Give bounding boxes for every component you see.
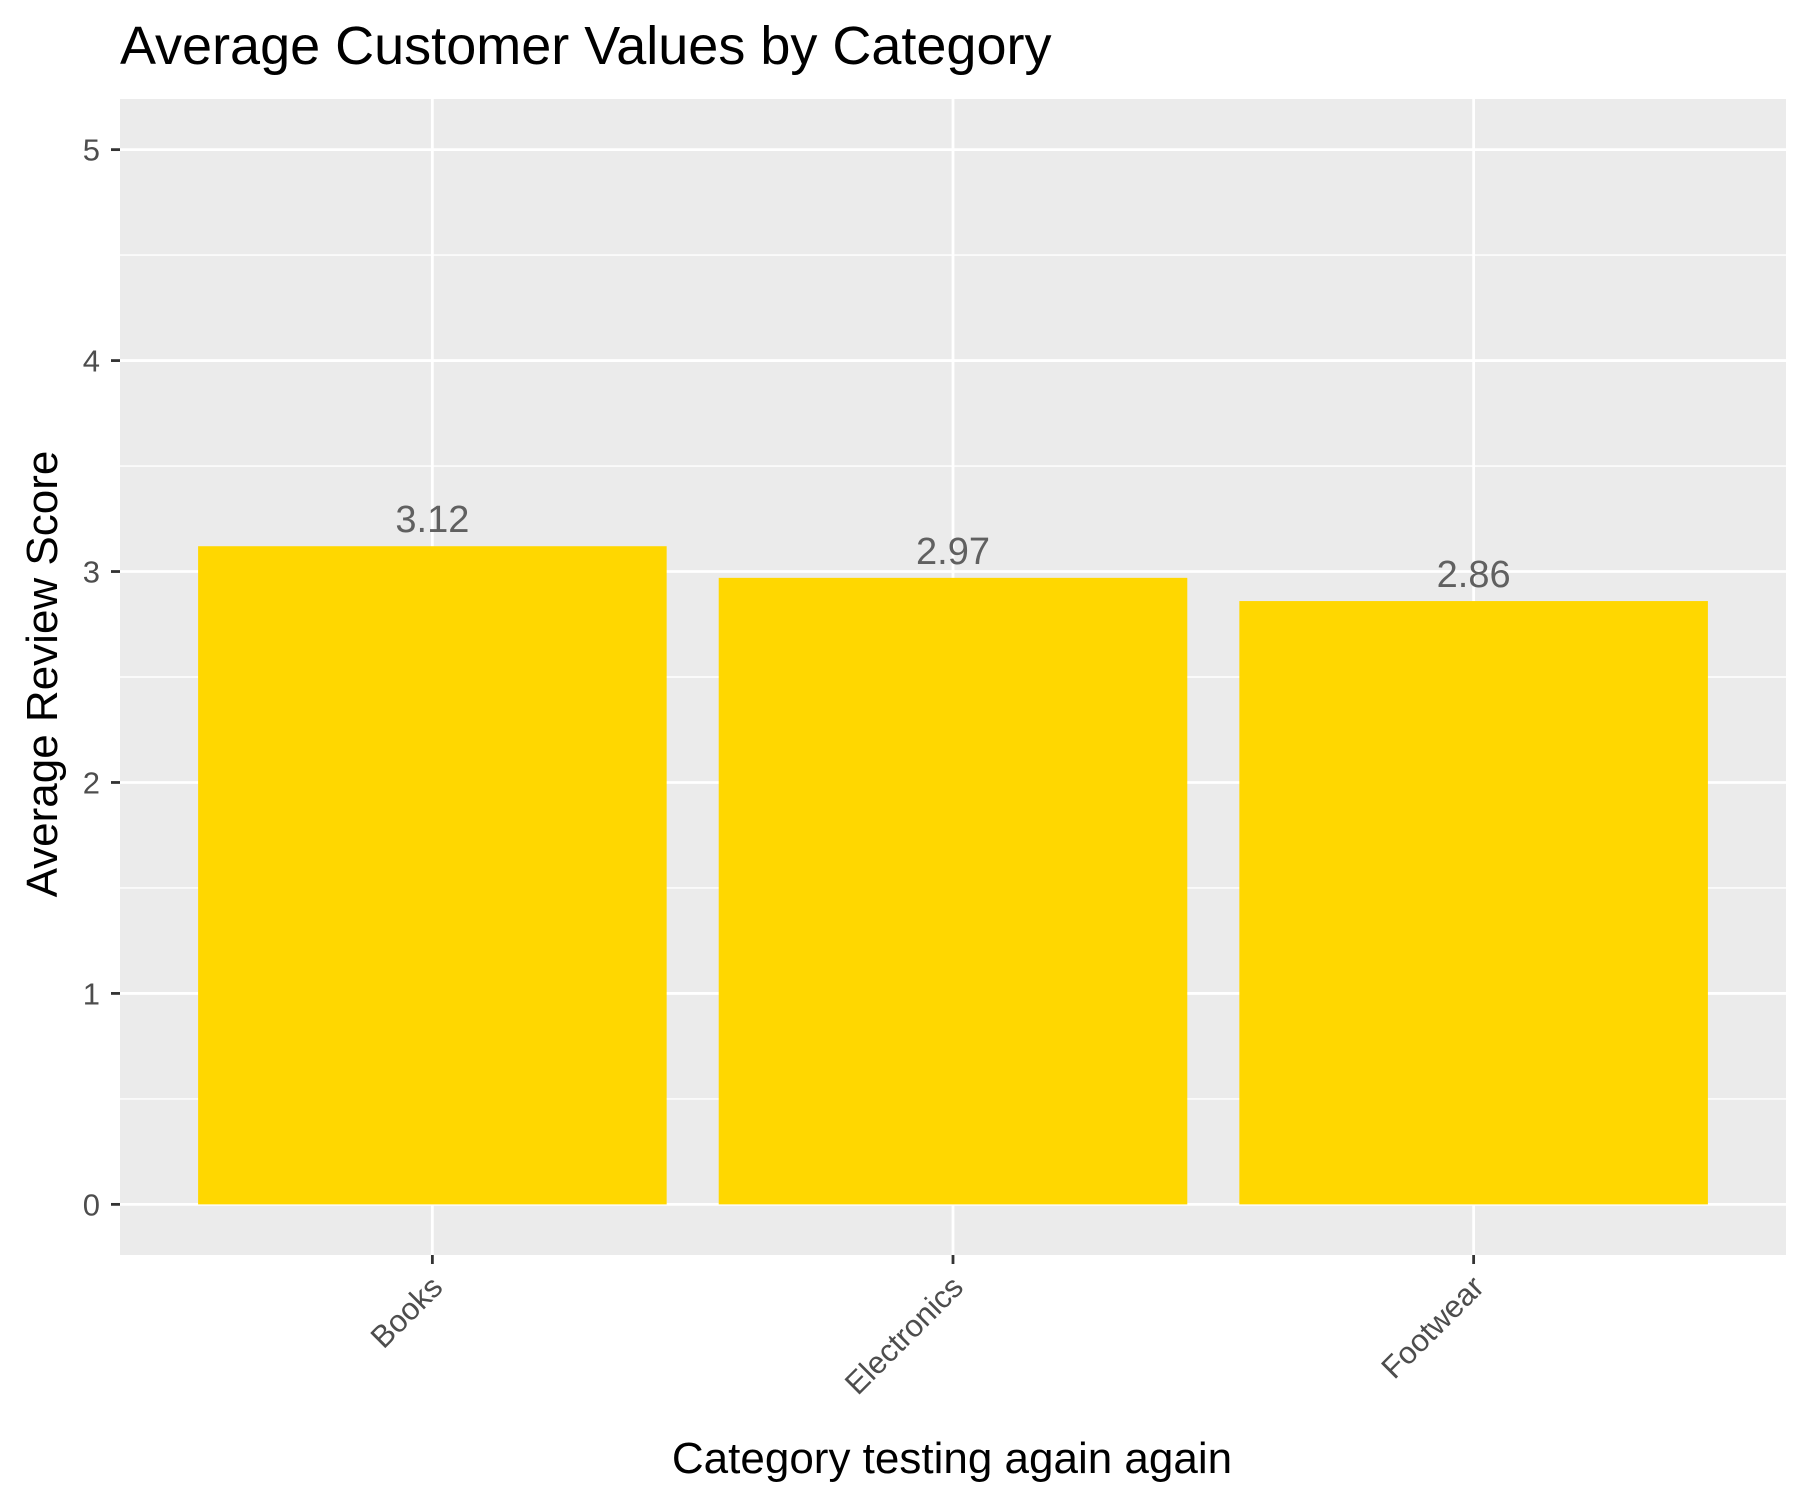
x-tick-label: Electronics [838, 1269, 970, 1401]
bars [198, 546, 1708, 1205]
y-axis: 0 1 2 3 4 5 [83, 133, 120, 1222]
y-tick-label: 3 [83, 555, 100, 590]
x-tick-label: Books [364, 1269, 450, 1355]
y-tick-label: 1 [83, 976, 100, 1011]
bar-footwear [1239, 601, 1708, 1205]
bar-books [198, 546, 667, 1205]
chart-title: Average Customer Values by Category [120, 16, 1051, 76]
x-axis-title: Category testing again again [672, 1434, 1232, 1483]
value-label: 3.12 [395, 499, 469, 541]
y-tick-label: 4 [83, 344, 100, 379]
y-axis-title: Average Review Score [18, 451, 67, 898]
y-tick-label: 0 [83, 1187, 100, 1222]
bar-electronics [718, 577, 1188, 1205]
y-tick-label: 2 [83, 765, 100, 800]
x-axis: Books Electronics Footwear [364, 1255, 1491, 1401]
value-labels: 3.12 2.97 2.86 [395, 499, 1510, 596]
y-tick-label: 5 [83, 133, 100, 168]
x-tick-label: Footwear [1374, 1269, 1490, 1385]
value-label: 2.86 [1437, 554, 1511, 596]
value-label: 2.97 [916, 531, 990, 573]
